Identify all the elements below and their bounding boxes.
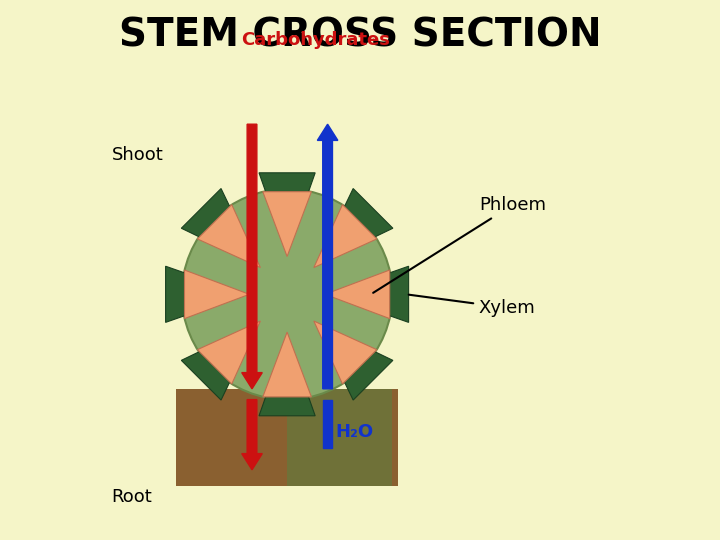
- Polygon shape: [343, 350, 393, 400]
- Bar: [176, 389, 397, 486]
- Polygon shape: [387, 266, 409, 322]
- Polygon shape: [259, 173, 315, 194]
- Polygon shape: [263, 332, 311, 397]
- Text: Root: Root: [112, 488, 153, 506]
- Text: Shoot: Shoot: [112, 146, 163, 164]
- Text: H₂O: H₂O: [336, 423, 374, 441]
- Polygon shape: [263, 192, 311, 256]
- FancyArrow shape: [242, 124, 262, 389]
- Text: Xylem: Xylem: [409, 295, 536, 317]
- FancyArrow shape: [323, 400, 333, 448]
- Polygon shape: [181, 188, 231, 238]
- Text: Carbohydrates: Carbohydrates: [241, 31, 390, 49]
- Text: Phloem: Phloem: [373, 196, 546, 293]
- Polygon shape: [197, 321, 261, 384]
- Polygon shape: [166, 266, 187, 322]
- Bar: [287, 389, 392, 486]
- Polygon shape: [259, 394, 315, 416]
- Polygon shape: [181, 350, 231, 400]
- Polygon shape: [325, 270, 390, 319]
- FancyArrow shape: [318, 124, 338, 389]
- Text: STEM CROSS SECTION: STEM CROSS SECTION: [119, 16, 601, 54]
- Polygon shape: [314, 205, 377, 268]
- Polygon shape: [314, 321, 377, 384]
- Circle shape: [181, 189, 392, 400]
- Polygon shape: [343, 188, 393, 238]
- FancyArrow shape: [242, 400, 262, 470]
- Polygon shape: [184, 270, 249, 319]
- Polygon shape: [197, 205, 261, 268]
